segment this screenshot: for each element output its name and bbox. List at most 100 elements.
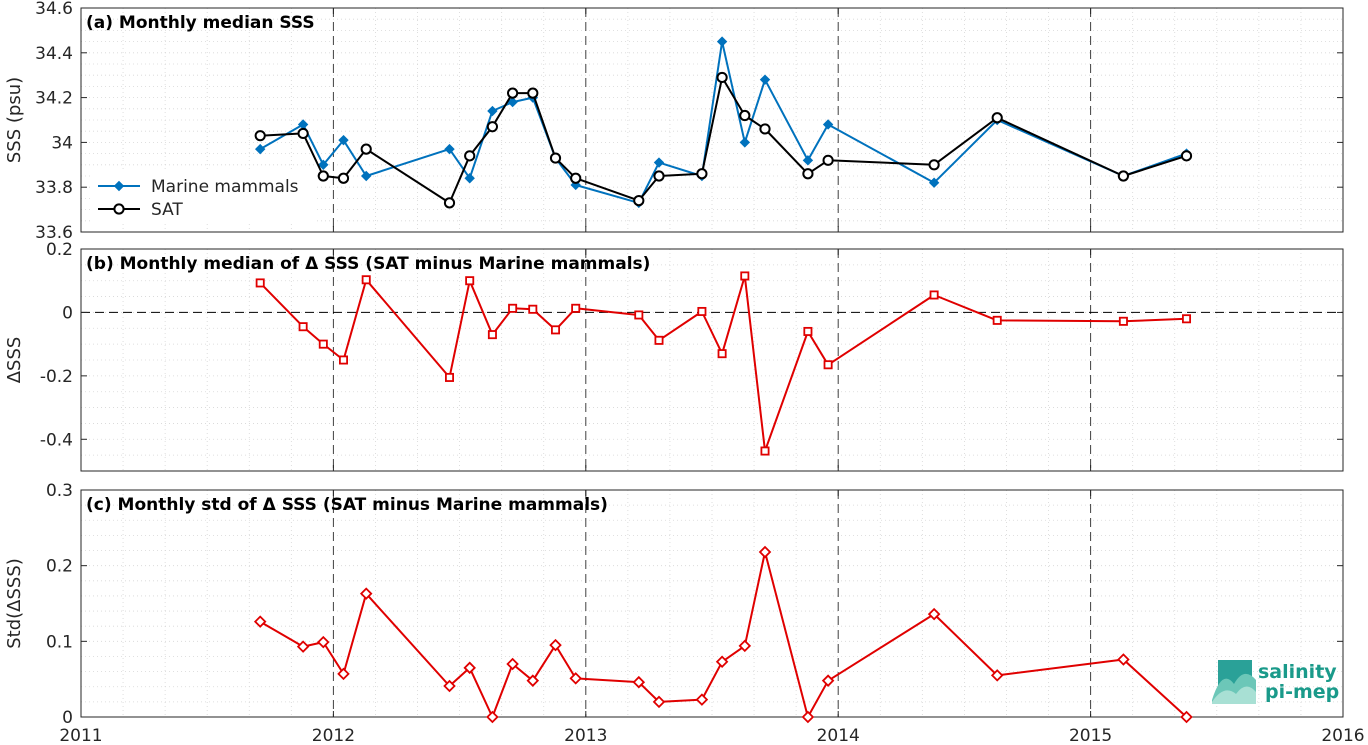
logo-line1: salinity [1258,661,1337,683]
data-point [443,197,456,209]
data-point [802,155,814,166]
data-point [255,278,265,288]
data-point [527,87,539,99]
data-point [317,170,329,182]
data-point [549,638,562,652]
y-tick-label: -0.2 [40,367,73,387]
data-point [992,315,1002,325]
x-tick-label: 2013 [564,726,607,745]
data-point [337,172,350,184]
data-point [507,96,518,108]
data-point [821,674,835,687]
data-point [443,679,456,693]
data-point [652,695,666,709]
data-point [465,276,475,286]
data-point [739,137,751,148]
y-tick-label: 34 [51,133,73,153]
data-point [759,74,771,85]
data-point [1182,314,1192,324]
data-point [551,325,561,335]
data-point [928,159,940,171]
data-point [337,667,350,681]
data-point [823,360,833,370]
data-point [803,326,813,336]
data-point [361,170,372,182]
data-point [296,640,310,653]
series-delta [255,271,1192,456]
y-tick-label: 0.1 [46,632,73,652]
data-point [549,152,562,164]
legend-label: Marine mammals [151,177,299,197]
panel-title: (c) Monthly std of Δ SSS (SAT minus Mari… [86,495,608,515]
y-tick-label: 0.2 [46,240,73,260]
data-point [654,335,664,345]
data-point [486,121,499,133]
data-point [338,134,349,146]
data-point [633,195,645,207]
data-point [571,303,581,313]
data-point [526,674,540,687]
data-point [1118,316,1128,326]
data-point [697,306,707,316]
legend-marker [113,203,125,215]
data-point [570,172,582,184]
data-point [653,157,665,168]
panel-b: -0.4 -0.2 0 0.2 ΔSSS (b) Monthly median of Δ … [4,240,1344,472]
data-point [990,669,1004,682]
data-point [740,271,750,281]
data-point [254,143,266,155]
series-line [259,275,1187,452]
data-point [318,159,329,171]
data-point [445,372,455,382]
data-point [801,710,815,724]
data-point [802,168,814,180]
data-point [1180,150,1193,162]
grid [81,8,1343,232]
data-point [1117,653,1130,666]
y-tick-label: 34.2 [35,89,73,109]
y-tick-label: -0.4 [40,430,73,450]
data-point [464,173,475,184]
data-point [929,290,939,300]
data-point [822,154,834,166]
legend: Marine mammals SAT [92,172,314,224]
data-point [361,275,371,285]
data-point [360,143,372,155]
legend-label: SAT [151,200,183,220]
data-point [444,143,455,155]
data-point [1180,710,1193,724]
data-point [487,330,497,340]
panel-c: 0 0.1 0.2 0.3 Std(ΔSSS) (c) Monthly std of Δ … [4,481,1344,728]
data-point [822,119,834,130]
data-point [253,615,267,628]
data-point [508,303,518,313]
data-point [739,109,751,122]
data-point [338,355,348,365]
series-delta [253,545,1193,724]
panel-a: 33.6 33.8 34 34.2 34.4 34.6 SSS (psu) (a) Month… [4,0,1344,243]
y-tick-label: 33.6 [35,223,73,243]
salinity-pi-mep-logo: salinity pi-mep [1212,660,1339,704]
data-point [298,322,308,332]
data-point [738,639,752,653]
x-tick-label: 2015 [1069,726,1112,745]
y-tick-label: 0.3 [46,481,73,501]
axes-box [80,248,1344,472]
data-point [297,127,309,140]
data-point [506,657,519,671]
data-point [760,446,770,456]
data-point [927,607,941,621]
y-axis-label: Std(ΔSSS) [4,558,25,649]
data-point [634,310,644,320]
data-point [463,661,476,675]
wave-logo-icon [1212,660,1256,704]
x-tick-label: 2012 [312,726,355,745]
data-point [716,71,728,84]
data-point [487,105,498,117]
data-point [1117,170,1130,182]
x-tick-label: 2011 [59,726,102,745]
data-point [717,349,727,359]
grid [81,249,1343,471]
data-point [716,36,728,47]
